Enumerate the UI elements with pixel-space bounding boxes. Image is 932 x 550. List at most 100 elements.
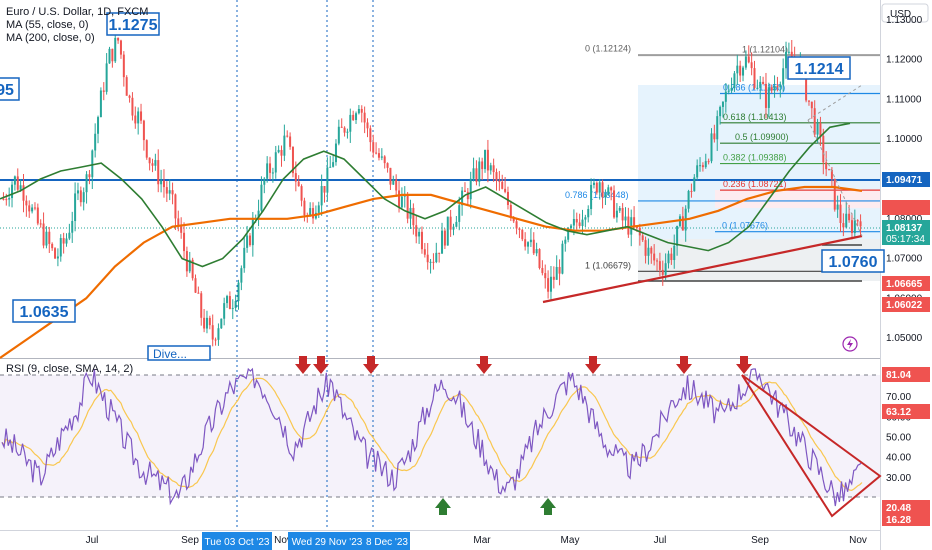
candle-body [303, 200, 306, 216]
candle-body [819, 123, 822, 136]
rsi-badge-upper[interactable]: 81.04 [882, 367, 930, 382]
rsi-badge-mid[interactable]: 63.12 [882, 404, 930, 419]
candle-body [455, 221, 458, 227]
candle-body [420, 231, 423, 250]
candle-body [160, 180, 163, 185]
lightning-icon[interactable] [842, 336, 858, 352]
candle-body [825, 162, 828, 170]
price-badge-red-3[interactable]: 1.06022 [882, 297, 930, 312]
price-badge-red-2[interactable]: 1.06665 [882, 276, 930, 291]
candle-body [527, 242, 530, 247]
fib-level-label: 0.382 (1.09388) [723, 153, 787, 163]
candle-body [693, 177, 696, 192]
time-tick-label: Mar [473, 535, 491, 546]
candle-body [297, 181, 300, 187]
box-1-0635[interactable]: 1.0635 [12, 299, 76, 323]
candle-body [828, 169, 831, 171]
candle-body [830, 169, 833, 179]
box-1-1275[interactable]: 1.1275 [106, 12, 160, 36]
rsi-wedge[interactable] [741, 374, 882, 518]
box-1-1214[interactable]: 1.1214 [787, 56, 851, 80]
candle-body [719, 106, 722, 117]
candle-body [518, 228, 521, 230]
candle-body [326, 167, 329, 193]
candle-body [610, 187, 613, 191]
candle-body [807, 100, 810, 102]
candle-body [208, 317, 211, 326]
candle-body [463, 190, 466, 192]
candle-body [779, 84, 782, 88]
fib-level-label: 0 (1.12124) [585, 44, 631, 54]
box-left-95[interactable]: 95 [0, 77, 20, 101]
rsi-badge-low[interactable]: 20.48 16.28 [882, 500, 930, 526]
candle-body [687, 190, 690, 209]
down-arrow-icon [736, 356, 752, 374]
candle-body [739, 65, 742, 76]
rsi-badge-low1-text: 20.48 [886, 503, 911, 514]
candle-body [842, 222, 845, 228]
candle-body [595, 182, 598, 193]
candle-body [392, 179, 395, 185]
down-arrow-icon [476, 356, 492, 374]
candle-body [564, 239, 567, 244]
date-tag[interactable] [288, 532, 366, 550]
candle-body [398, 190, 401, 208]
candle-body [363, 112, 366, 123]
candle-body [552, 276, 555, 280]
candle-body [458, 205, 461, 222]
candle-body [294, 173, 297, 182]
date-tag-label: Wed 29 Nov '23 [292, 537, 363, 548]
box-1-0760[interactable]: 1.0760 [821, 249, 885, 273]
candle-body [22, 185, 25, 201]
candle-body [441, 230, 444, 254]
candle-body [309, 208, 312, 216]
candle-body [395, 179, 398, 191]
candle-body [833, 178, 836, 210]
rsi-badge-low2-text: 16.28 [886, 515, 911, 526]
candle-body [234, 301, 237, 308]
fib-level-label: 1 (1.12104) [742, 45, 788, 55]
symbol-title[interactable]: Euro / U.S. Dollar, 1D, FXCM [6, 6, 148, 18]
price-badge-current[interactable]: 1.08137 05:17:34 [882, 220, 930, 245]
rsi-band-fill [0, 375, 880, 497]
rsi-line[interactable] [1, 367, 863, 507]
candle-body [165, 187, 168, 194]
candle-body [403, 195, 406, 197]
candle-body [495, 172, 498, 181]
candle-body [177, 218, 180, 227]
down-arrow-icon [676, 356, 692, 374]
candle-body [850, 220, 853, 234]
ma55-legend[interactable]: MA (55, close, 0) [6, 19, 89, 31]
candle-body [658, 261, 661, 270]
candle-body [85, 174, 88, 193]
candle-body [759, 81, 762, 88]
date-tag[interactable] [364, 532, 410, 550]
rising-trendline[interactable] [542, 234, 863, 304]
rsi-title[interactable]: RSI (9, close, SMA, 14, 2) [6, 363, 133, 375]
candle-body [767, 87, 770, 108]
price-badge-red-1[interactable] [882, 200, 930, 215]
box-1-1275-text: 1.1275 [109, 17, 158, 34]
time-axis[interactable]: Jul Sep Nov Mar May Jul Sep Nov Tue 03 Oct '23 We… [86, 532, 867, 550]
candle-body [773, 85, 776, 91]
time-tick-label: Nov [274, 535, 292, 546]
candle-body [446, 216, 449, 246]
candle-body [74, 193, 77, 221]
time-tick-label: May [561, 535, 580, 546]
candle-body [489, 165, 492, 171]
candle-body [561, 243, 564, 274]
rsi-signal-line[interactable] [1, 377, 863, 492]
date-tag[interactable] [202, 532, 272, 550]
ma55-line[interactable] [0, 122, 851, 268]
currency-label: USD [890, 9, 911, 20]
candle-body [59, 238, 62, 257]
rsi-badge-mid-text: 63.12 [886, 407, 911, 418]
price-badge-blue[interactable]: 1.09471 [882, 172, 930, 187]
ma200-legend[interactable]: MA (200, close, 0) [6, 32, 95, 44]
currency-button[interactable]: USD [881, 3, 929, 23]
candle-body [604, 194, 607, 198]
candle-body [570, 225, 573, 229]
candle-body [478, 161, 481, 182]
ma200-line[interactable] [0, 185, 863, 359]
